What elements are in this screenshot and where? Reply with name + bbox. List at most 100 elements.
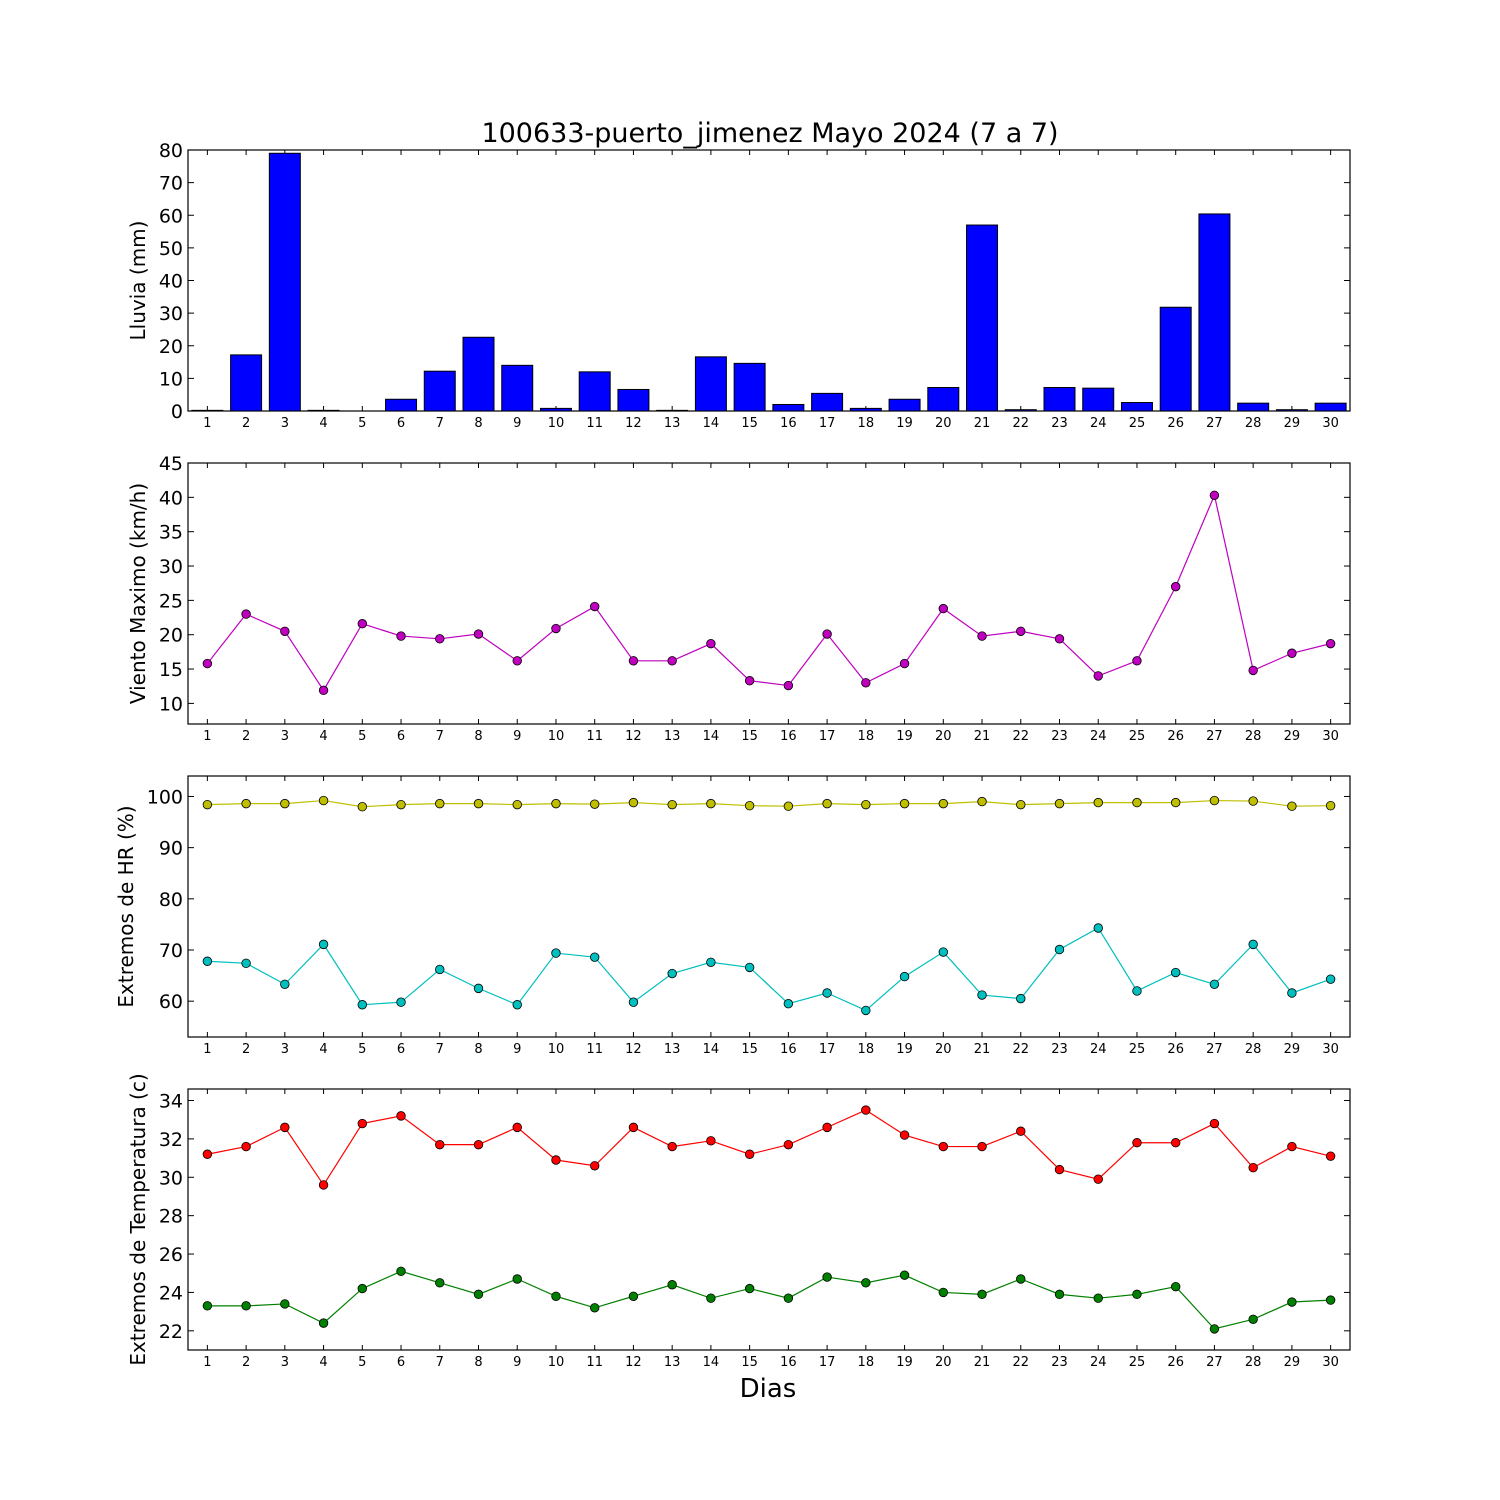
hr-series-1-point	[861, 1005, 871, 1016]
chart-title: 100633-puerto_jimenez Mayo 2024 (7 a 7)	[481, 118, 1058, 149]
wind-series-0-point	[783, 680, 794, 691]
hr-series-0-point	[318, 795, 329, 806]
temp-x-tick-label: 14	[703, 1355, 720, 1370]
temp-series-1-point	[202, 1301, 213, 1311]
temp-x-tick-label: 3	[281, 1355, 289, 1370]
wind-x-tick-label: 2	[242, 729, 250, 744]
rain-x-tick-label: 3	[281, 416, 289, 431]
hr-series-0-point	[1248, 796, 1258, 806]
hr-series-1-point	[822, 988, 832, 998]
rain-x-tick-label: 10	[548, 416, 565, 431]
wind-series-0-point	[1132, 656, 1142, 666]
temp-series-1-point	[706, 1293, 716, 1303]
wind-y-tick-label: 30	[159, 556, 183, 578]
temp-series-1-point	[241, 1301, 251, 1311]
wind-x-tick-label: 10	[548, 729, 565, 744]
rain-x-tick-label: 15	[741, 416, 758, 431]
temp-series-0-point	[706, 1136, 716, 1146]
hr-x-tick-label: 5	[358, 1042, 366, 1057]
rain-bar	[1043, 387, 1076, 412]
hr-x-tick-label: 26	[1167, 1042, 1184, 1057]
hr-series-1-point	[435, 964, 445, 975]
rain-bar	[811, 392, 844, 412]
hr-y-tick-label: 70	[159, 940, 183, 962]
temp-series-1-point	[396, 1266, 406, 1277]
rain-bar	[849, 407, 882, 412]
rain-x-tick-label: 30	[1322, 416, 1339, 431]
temp-series-0-point	[1325, 1151, 1336, 1161]
wind-series-0-point	[512, 656, 522, 666]
hr-series-0-point	[551, 798, 561, 809]
temp-x-tick-label: 30	[1322, 1355, 1339, 1370]
temp-series-1-point	[435, 1278, 445, 1288]
hr-series-1-point	[590, 952, 600, 962]
wind-series-0-point	[744, 676, 755, 686]
wind-series-0-point	[202, 658, 213, 669]
hr-x-tick-label: 2	[242, 1042, 250, 1057]
wind-x-tick-label: 5	[358, 729, 366, 744]
hr-series-0-point	[280, 798, 290, 809]
wind-series-0-point	[396, 631, 406, 641]
temp-series-1-point	[357, 1283, 368, 1294]
temp-series-1-point	[899, 1270, 910, 1280]
hr-series-1-point	[241, 958, 251, 969]
hr-x-tick-label: 25	[1129, 1042, 1146, 1057]
hr-y-axis-label: Extremos de HR (%)	[114, 805, 138, 1007]
wind-series-0-point	[435, 634, 445, 644]
temp-x-tick-label: 12	[625, 1355, 642, 1370]
temp-series-0-point	[318, 1180, 329, 1190]
rain-x-tick-label: 16	[780, 416, 797, 431]
temp-series-1-point	[744, 1283, 755, 1294]
hr-x-tick-label: 18	[858, 1042, 875, 1057]
wind-x-tick-label: 20	[935, 729, 952, 744]
rain-x-tick-label: 2	[242, 416, 250, 431]
rain-x-tick-label: 23	[1051, 416, 1068, 431]
hr-series-0-line	[207, 799, 1331, 808]
hr-x-tick-label: 28	[1245, 1042, 1262, 1057]
wind-x-tick-label: 25	[1129, 729, 1146, 744]
temp-series-1-point	[590, 1303, 600, 1313]
hr-series-0-point	[938, 798, 949, 809]
temp-series-1-point	[628, 1291, 639, 1301]
wind-series-0-point	[861, 678, 871, 688]
rain-y-tick-label: 60	[159, 205, 183, 227]
wind-series-0-point	[822, 629, 832, 639]
hr-y-tick-label: 100	[147, 786, 183, 808]
rain-x-tick-label: 7	[436, 416, 444, 431]
wind-x-tick-label: 3	[281, 729, 289, 744]
temp-series-0-point	[357, 1118, 368, 1129]
rain-bar	[501, 364, 534, 412]
temp-series-0-point	[744, 1149, 755, 1159]
rain-bar	[191, 409, 224, 412]
wind-x-tick-label: 30	[1322, 729, 1339, 744]
temp-y-tick-label: 28	[159, 1206, 183, 1228]
hr-series-0-point	[706, 798, 716, 809]
rain-bar	[462, 336, 495, 412]
hr-plot-frame	[187, 775, 1351, 1038]
wind-series-0-point	[977, 631, 987, 641]
wind-series-0-point	[551, 623, 561, 634]
rain-y-tick-label: 70	[159, 173, 183, 195]
hr-series-1-point	[280, 979, 290, 989]
rain-x-tick-label: 19	[896, 416, 913, 431]
rain-bar	[966, 224, 999, 412]
temp-series-1-point	[280, 1299, 290, 1309]
wind-series-0-point	[1093, 671, 1103, 681]
rain-x-tick-label: 25	[1129, 416, 1146, 431]
temp-y-tick-label: 30	[159, 1167, 183, 1189]
wind-x-tick-label: 22	[1012, 729, 1029, 744]
rain-x-tick-label: 13	[664, 416, 681, 431]
hr-x-tick-label: 3	[281, 1042, 289, 1057]
hr-x-tick-label: 4	[319, 1042, 327, 1057]
temp-series-1-point	[938, 1287, 949, 1298]
hr-series-1-point	[628, 997, 639, 1007]
rain-bar	[1237, 402, 1270, 412]
temp-series-1-point	[977, 1289, 987, 1300]
hr-series-0-point	[744, 800, 755, 811]
rain-bar	[307, 409, 340, 412]
wind-series-0-line	[206, 493, 1331, 692]
hr-series-0-point	[1016, 799, 1026, 810]
hr-series-0-point	[590, 799, 600, 809]
wind-y-axis-label: Viento Maximo (km/h)	[126, 483, 150, 704]
